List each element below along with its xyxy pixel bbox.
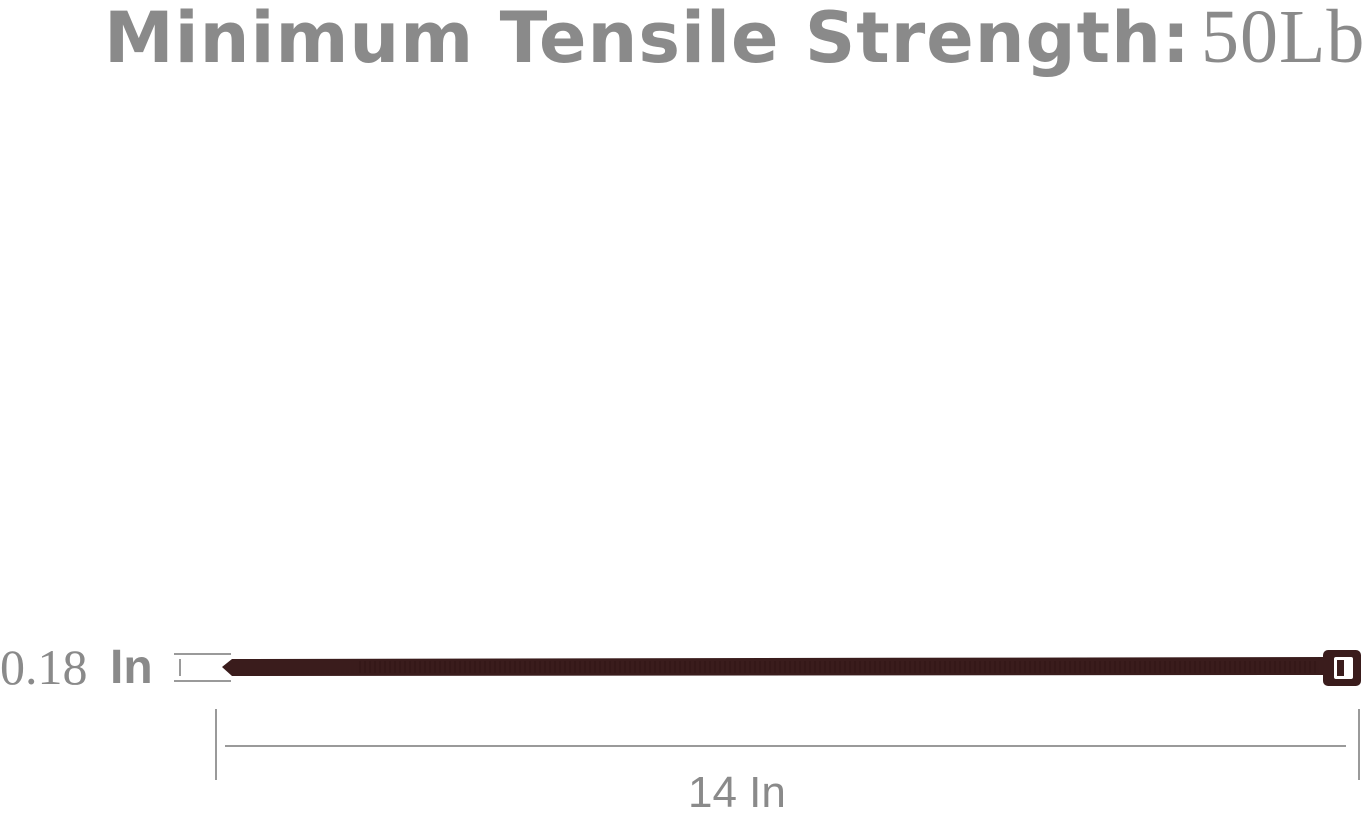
length-label: 14 In (688, 768, 786, 817)
width-value: 0.18 (0, 639, 88, 695)
length-dimension-marker (215, 709, 1360, 780)
width-dimension-marker (174, 653, 231, 682)
tensile-strength-title: Minimum Tensile Strength:50Lbs (104, 0, 1363, 81)
title-label: Minimum Tensile Strength: (104, 0, 1191, 79)
width-unit: In (110, 641, 153, 694)
cable-tie (222, 650, 1361, 686)
title-value: 50Lbs (1200, 0, 1363, 79)
